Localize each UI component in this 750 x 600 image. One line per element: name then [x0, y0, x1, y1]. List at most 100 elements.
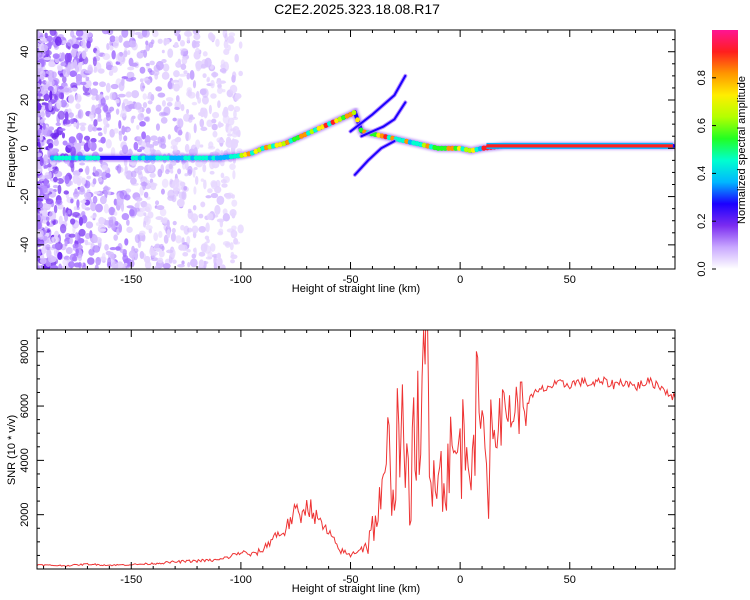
spectrogram-noise-cell	[136, 136, 143, 141]
spectrogram-ridge-blob	[144, 155, 150, 161]
spectrogram-noise-cell	[89, 230, 93, 239]
spectrogram-noise-cell	[93, 235, 98, 243]
spectrogram-frame	[36, 29, 676, 270]
spectrogram-noise-cell	[229, 209, 237, 217]
spectrogram-ridge-blob	[453, 145, 459, 151]
spectrogram-noise-cell	[187, 208, 192, 214]
spectrogram-noise-cell	[105, 112, 112, 122]
spectrogram-noise-cell	[175, 235, 182, 244]
spectrogram-noise-cell	[162, 262, 171, 269]
spectrogram-noise-cell	[200, 126, 208, 132]
snr-x-tick-label: -50	[343, 574, 359, 586]
spectrogram-noise-cell	[195, 159, 204, 168]
spectrogram-noise-cell	[157, 257, 164, 264]
spectrogram-noise-cell	[155, 104, 162, 112]
spectrogram-noise-cell	[176, 198, 185, 208]
spectrogram-noise-cell	[161, 100, 166, 107]
spectrogram-panel: -150 -100 -50 0 50 -40 -20 0 20 40 Height of str…	[6, 29, 676, 295]
spectrogram-noise-cell	[161, 71, 170, 80]
spectrogram-noise-cell	[220, 172, 225, 179]
spectrogram-noise-cell	[175, 61, 181, 67]
spectrogram-noise-cell	[199, 144, 204, 148]
snr-x-tick-label: -150	[120, 574, 142, 586]
spectrogram-noise-cell	[85, 221, 94, 229]
spectrogram-noise-cell	[166, 228, 171, 239]
spectrogram-noise-cell	[192, 167, 196, 178]
spectrogram-noise-cell	[121, 213, 130, 221]
spectrogram-noise-cell	[228, 32, 236, 37]
spectrogram-noise-cell	[179, 48, 188, 52]
spectrogram-noise-cell	[216, 257, 223, 267]
spectrogram-noise-cell	[53, 176, 58, 183]
spectrogram-ridge-blob	[151, 155, 157, 161]
spectrogram-noise-cell	[99, 81, 107, 88]
spectrogram-noise-cell	[109, 92, 116, 100]
spectrogram-noise-cell	[90, 201, 97, 212]
spectrogram-noise-cell	[143, 191, 149, 198]
spectrogram-noise-cell	[123, 50, 128, 58]
spectrogram-ridge-blob	[176, 155, 182, 161]
spectrogram-ridge-blob	[162, 155, 168, 161]
spectrogram-noise-cell	[57, 184, 62, 195]
spectrogram-y-tick-label: -40	[19, 237, 31, 253]
spectrogram-noise-cell	[37, 30, 41, 38]
spectrogram-noise-cell	[202, 73, 207, 79]
spectrogram-noise-cell	[123, 135, 128, 142]
spectrogram-noise-cell	[57, 65, 63, 71]
spectrogram-noise-cell	[178, 73, 187, 77]
spectrogram-noise-cell	[192, 80, 197, 89]
snr-line	[37, 330, 675, 567]
spectrogram-noise-cell	[165, 38, 170, 45]
spectrogram-noise-cell	[238, 70, 243, 77]
spectrogram-noise-cell	[174, 106, 180, 111]
spectrogram-noise-cell	[78, 58, 83, 63]
spectrogram-noise-cell	[185, 145, 189, 152]
spectrogram-noise-cell	[157, 136, 162, 144]
spectrogram-y-tick-label: -20	[19, 189, 31, 205]
spectrogram-noise-cell	[185, 131, 189, 142]
spectrogram-noise-cell	[129, 30, 135, 37]
spectrogram-noise-cell	[41, 246, 46, 255]
spectrogram-noise-cell	[109, 35, 116, 43]
spectrogram-noise-cell	[108, 206, 116, 216]
spectrogram-ridge-blob	[56, 155, 62, 161]
spectrogram-noise-cell	[131, 115, 136, 120]
spectrogram-noise-cell	[62, 75, 67, 83]
spectrogram-noise-cell	[155, 60, 164, 71]
spectrogram-noise-cell	[144, 215, 149, 223]
spectrogram-noise-cell	[130, 76, 137, 81]
colorbar-label: Normalized spectral amplitude	[736, 76, 748, 224]
spectrogram-noise-cell	[223, 39, 229, 49]
snr-y-axis: 2000 4000 6000 8000	[19, 337, 675, 570]
spectrogram-noise-cell	[214, 204, 221, 215]
spectrogram-noise-cell	[231, 130, 238, 138]
spectrogram-ridge-blob	[70, 155, 76, 161]
spectrogram-noise-cell	[165, 97, 174, 102]
spectrogram-noise-cell	[139, 78, 144, 83]
colorbar-tick-label: 0.8	[696, 70, 708, 85]
spectrogram-noise-cell	[67, 209, 71, 215]
spectrogram-ridge-blob	[130, 155, 136, 161]
spectrogram-noise-cell	[78, 168, 84, 173]
spectrogram-noise-cell	[48, 254, 55, 263]
spectrogram-ridge-blob	[78, 155, 83, 161]
spectrogram-noise-cell	[37, 114, 40, 123]
spectrogram-noise-cell	[212, 130, 218, 138]
spectrogram-noise-cell	[192, 30, 200, 35]
spectrogram-noise-cell	[58, 215, 63, 225]
spectrogram-ridge-blob	[190, 155, 196, 161]
spectrogram-ridge-blob	[88, 155, 94, 161]
spectrogram-noise-cell	[68, 94, 75, 104]
spectrogram-noise-cell	[233, 109, 237, 119]
spectrogram-noise-cell	[69, 237, 73, 245]
spectrogram-noise-cell	[37, 42, 41, 47]
spectrogram-noise-cell	[187, 261, 191, 268]
spectrogram-noise-cell	[217, 86, 223, 95]
spectrogram-noise-cell	[63, 190, 69, 195]
spectrogram-noise-cell	[87, 140, 93, 149]
spectrogram-noise-cell	[131, 90, 140, 99]
spectrogram-noise-cell	[92, 81, 99, 86]
spectrogram-noise-cell	[78, 228, 86, 237]
spectrogram-noise-cell	[94, 169, 103, 177]
spectrogram-noise-cell	[222, 175, 230, 184]
